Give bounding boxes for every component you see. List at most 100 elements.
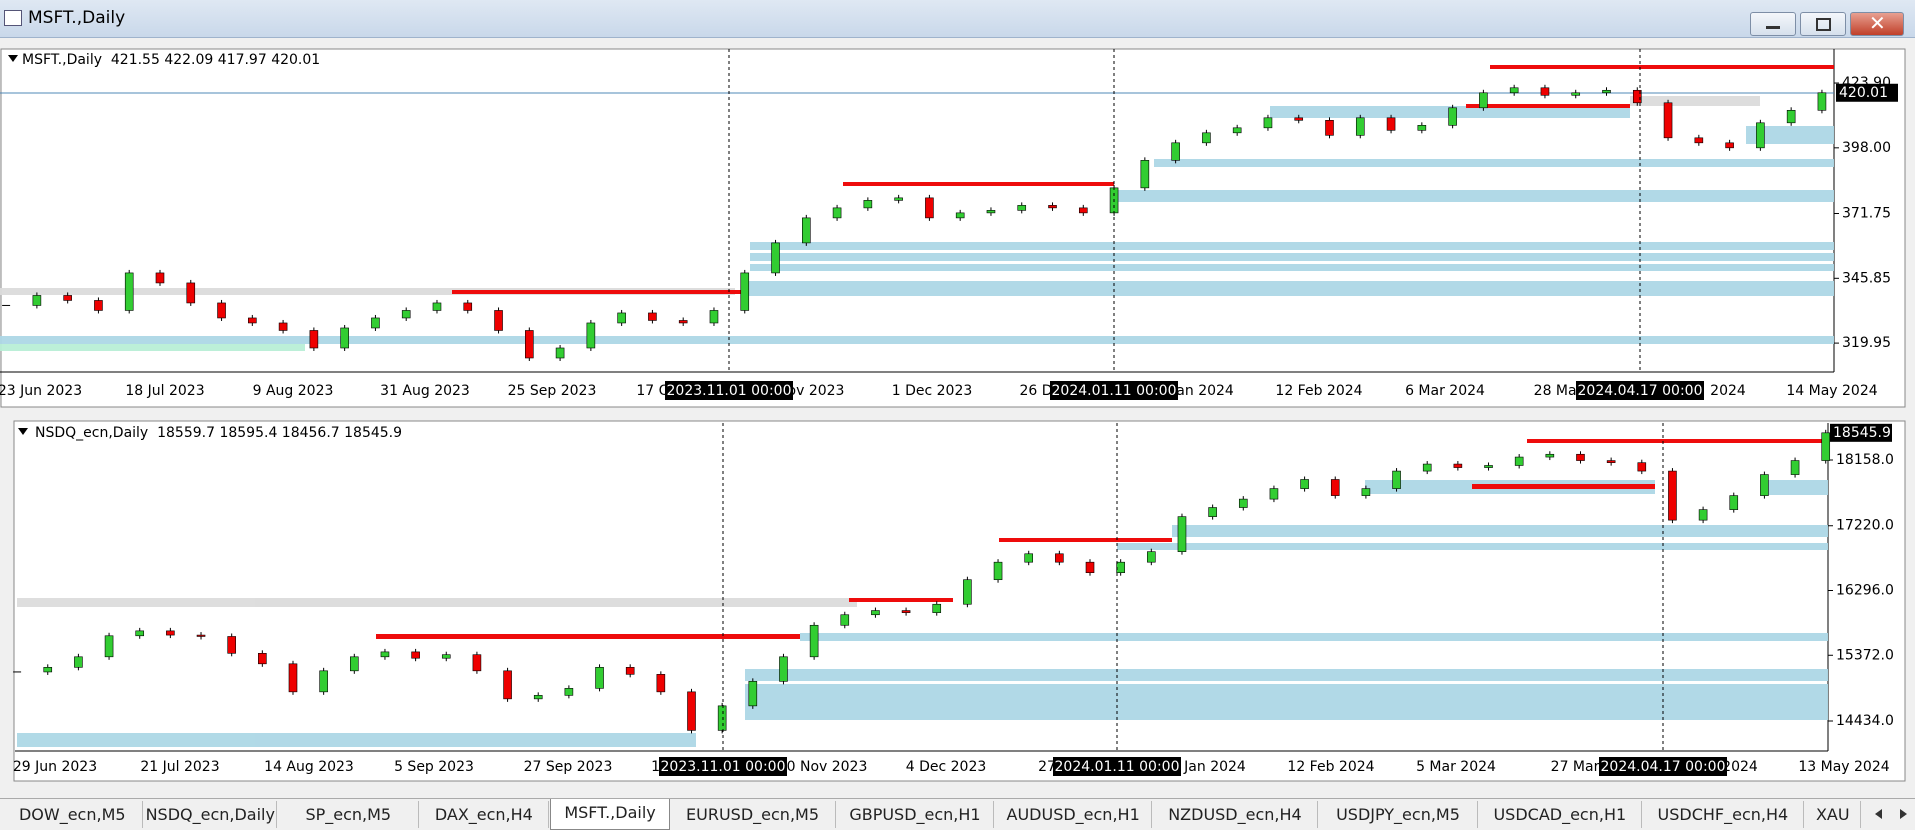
candle: [1422, 463, 1432, 472]
last-price-label: 18545.9: [1833, 425, 1891, 441]
candle: [135, 630, 145, 637]
candle: [217, 302, 226, 319]
tab[interactable]: USDCAD_ecn,H1: [1479, 801, 1642, 828]
scroll-right[interactable]: [1894, 805, 1912, 823]
x-tick-label: 27: [1038, 759, 1056, 775]
candle: [1202, 132, 1211, 144]
x-tick-label: 5 Sep 2023: [394, 759, 474, 775]
tab[interactable]: GBPUSD_ecn,H1: [837, 801, 995, 828]
y-tick-label: 345.85: [1842, 270, 1891, 286]
candle: [586, 322, 596, 349]
candle: [525, 330, 534, 359]
y-tick-label: 14434.0: [1836, 713, 1894, 729]
tab[interactable]: DOW_ecn,M5: [2, 801, 144, 828]
candle: [1078, 207, 1088, 214]
x-tick-label: Jan 2024: [1183, 759, 1246, 775]
candle: [1269, 488, 1279, 500]
y-tick-label: 398.00: [1842, 140, 1891, 156]
y-tick-label: 17220.0: [1836, 518, 1894, 534]
zone: [750, 253, 1834, 261]
tab[interactable]: DAX_ecn,H4: [420, 801, 549, 828]
level-line: [849, 598, 953, 602]
x-tick-label: 4 Dec 2023: [906, 759, 987, 775]
candle: [809, 624, 819, 658]
candle: [648, 312, 657, 321]
candle: [555, 347, 565, 359]
title-bar: MSFT.,Daily ✕: [0, 0, 1915, 38]
tab-bar: DOW_ecn,M5 NSDQ_ecn,Daily SP_ecn,M5 DAX_ecn…: [0, 798, 1915, 830]
candle: [1208, 507, 1217, 517]
zone: [800, 633, 1828, 641]
minimize-button[interactable]: [1750, 12, 1796, 36]
x-tick-label: 17 O: [636, 383, 669, 399]
tab[interactable]: NZDUSD_ecn,H4: [1153, 801, 1318, 828]
candle: [1540, 87, 1550, 96]
candle: [196, 634, 206, 637]
charts: MSFT.,Daily 421.55 422.09 417.97 420.01 …: [0, 38, 1915, 798]
tab[interactable]: EURUSD_ecn,M5: [670, 801, 836, 828]
y-tick-label: 319.95: [1842, 335, 1891, 351]
candle: [832, 207, 842, 219]
tab[interactable]: AUDUSD_ecn,H1: [995, 801, 1152, 828]
collapse-arrow[interactable]: [18, 428, 28, 435]
crosshair-date: 2024.01.11 00:00: [1052, 383, 1177, 399]
candle: [1637, 462, 1647, 472]
candle: [494, 310, 503, 331]
tab[interactable]: MSFT.,Daily: [549, 799, 671, 830]
candle: [1048, 205, 1057, 209]
candle: [564, 688, 574, 696]
last-price-label: 420.01: [1839, 85, 1888, 101]
candle: [771, 242, 780, 274]
candle: [1790, 460, 1800, 475]
candle: [709, 310, 719, 324]
candle: [1325, 120, 1334, 136]
candle: [319, 670, 328, 693]
tab[interactable]: SP_ecn,M5: [278, 801, 420, 828]
candle: [349, 656, 359, 672]
candle: [1694, 137, 1704, 144]
candle: [288, 663, 298, 693]
tab[interactable]: NSDQ_ecn,Daily: [144, 801, 278, 828]
candle: [309, 330, 319, 349]
level-line: [452, 290, 745, 294]
close-button[interactable]: ✕: [1850, 11, 1904, 36]
x-tick-label: 18 Jul 2023: [125, 383, 204, 399]
scroll-left[interactable]: [1870, 805, 1888, 823]
x-tick-label: 13 May 2024: [1798, 759, 1889, 775]
candle: [1479, 92, 1488, 109]
candle: [963, 579, 972, 605]
candle: [186, 282, 196, 304]
candle: [1729, 495, 1739, 510]
maximize-button[interactable]: [1800, 12, 1846, 36]
candle: [901, 610, 911, 613]
candle: [1448, 107, 1457, 126]
crosshair-date: 2023.11.01 00:00: [667, 383, 792, 399]
window-icon: [4, 10, 22, 26]
candle: [625, 667, 635, 675]
candle: [63, 295, 72, 301]
crosshair-date-box: [1576, 381, 1704, 400]
candle: [227, 636, 236, 654]
zone: [750, 242, 1834, 250]
candle: [1232, 127, 1242, 134]
collapse-arrow[interactable]: [8, 55, 18, 62]
candle: [503, 670, 512, 700]
x-tick-label: 1 Dec 2023: [892, 383, 973, 399]
candle: [74, 656, 83, 668]
tab[interactable]: USDJPY_ecn,M5: [1319, 801, 1478, 828]
candle: [1632, 89, 1642, 104]
x-tick-label: 26 D: [1019, 383, 1052, 399]
candle: [1698, 509, 1708, 521]
tab[interactable]: XAU: [1805, 801, 1862, 828]
zones-2: [17, 439, 1828, 747]
candle: [43, 667, 53, 673]
candle: [955, 212, 965, 219]
candle: [1055, 553, 1064, 563]
x-tick-label: 21 Jul 2023: [140, 759, 219, 775]
tab[interactable]: USDCHF_ecn,H4: [1643, 801, 1805, 828]
crosshair-date: 2024.01.11 00:00: [1055, 759, 1180, 775]
candle: [871, 610, 880, 616]
candle: [1140, 160, 1150, 189]
candle: [1238, 498, 1248, 508]
candle: [1392, 470, 1401, 489]
